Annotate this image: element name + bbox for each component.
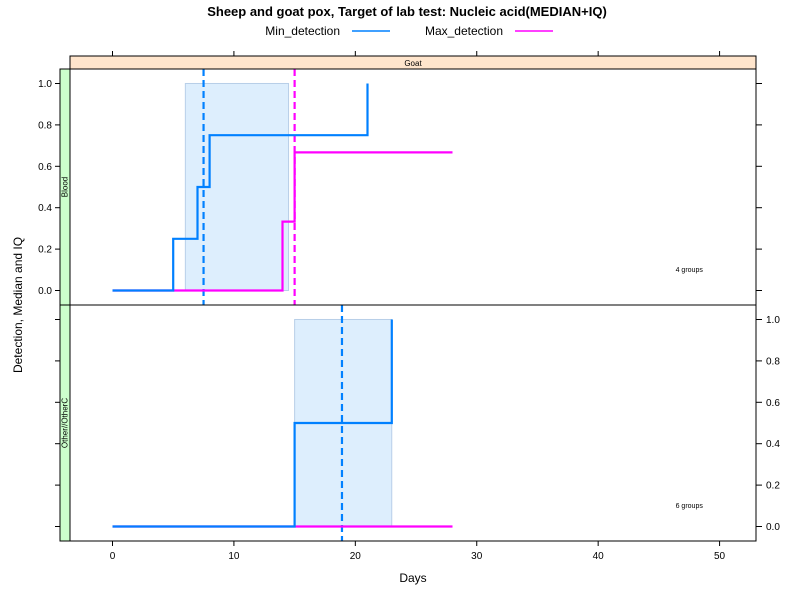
- y-tick-label: 0.8: [38, 120, 52, 131]
- y-axis-label: Detection, Median and IQ: [11, 237, 25, 373]
- series-line-min-detection: [112, 83, 369, 292]
- strip-goat-label: Goat: [404, 59, 422, 68]
- groups-note: 4 groups: [676, 267, 704, 274]
- y-tick-label: 0.6: [766, 398, 780, 409]
- x-tick-label: 30: [471, 551, 483, 562]
- panel-border: [69, 304, 757, 542]
- panel-1: Blood 0.0 0.2 0.4 0.6 0.8 1.0 4 groups: [38, 68, 762, 306]
- legend-label-min: Min_detection: [265, 24, 340, 38]
- series-line-min-detection: [112, 319, 393, 528]
- x-tick-label: 20: [350, 551, 362, 562]
- chart-title: Sheep and goat pox, Target of lab test: …: [207, 4, 607, 19]
- legend-label-max: Max_detection: [425, 24, 503, 38]
- row-strip-label: Other//OtherC: [61, 398, 70, 448]
- column-strip: Goat: [69, 55, 757, 70]
- x-tick-label: 50: [714, 551, 726, 562]
- y-tick-label: 0.2: [38, 245, 52, 256]
- row-strip-label: Blood: [61, 177, 70, 197]
- y-tick-label: 0.6: [38, 162, 52, 173]
- series-line-max-detection: [112, 151, 453, 292]
- groups-note: 6 groups: [676, 503, 704, 510]
- x-tick-label: 0: [110, 551, 116, 562]
- y-tick-label: 1.0: [38, 79, 52, 90]
- x-tick-label: 10: [228, 551, 240, 562]
- y-tick-label: 0.4: [766, 439, 780, 450]
- row-strip-bg: [59, 304, 71, 542]
- x-axis-label: Days: [399, 571, 426, 585]
- y-tick-label: 0.0: [766, 522, 780, 533]
- y-tick-label: 0.4: [38, 203, 52, 214]
- legend: Min_detection Max_detection: [265, 24, 553, 38]
- y-tick-label: 0.8: [766, 356, 780, 367]
- x-tick-label: 40: [593, 551, 605, 562]
- y-tick-label: 1.0: [766, 315, 780, 326]
- panel-2: Other//OtherC 0.0 0.2 0.4 0.6 0.8 1.0 6 groups: [55, 304, 780, 542]
- y-tick-label: 0.2: [766, 481, 780, 492]
- x-axis: 0 10 20 30 40 50: [110, 51, 726, 562]
- y-tick-label: 0.0: [38, 286, 52, 297]
